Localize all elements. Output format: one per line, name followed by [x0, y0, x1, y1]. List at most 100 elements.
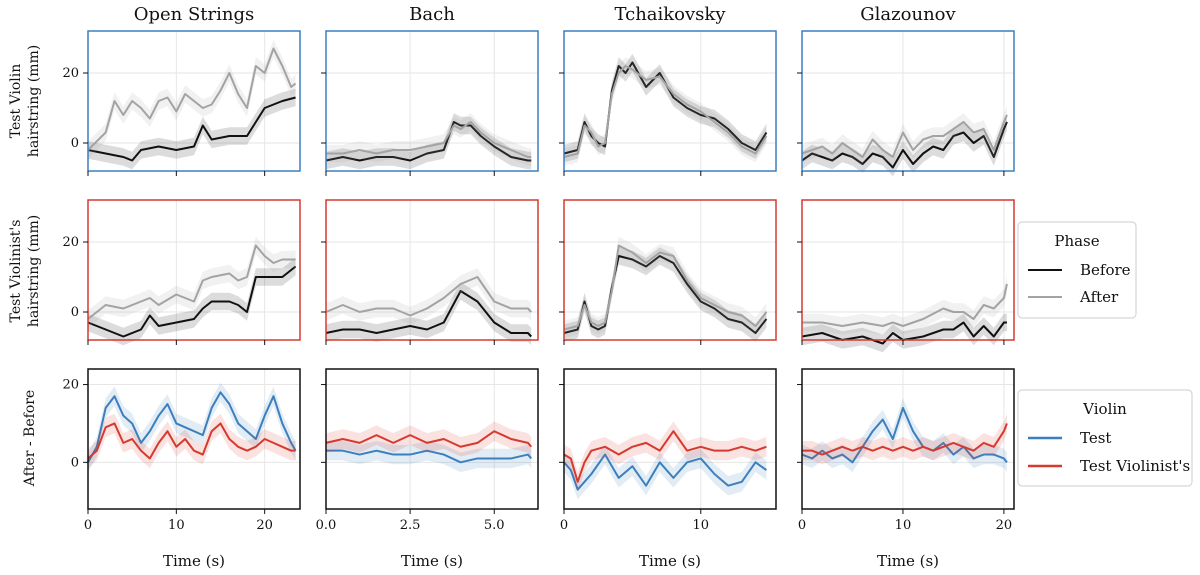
panel-test-violin-tchaikovsky-after-line [563, 65, 768, 158]
panel-test-violinist-s-bach [321, 199, 539, 346]
panel-after-before-glazounov-test-violinist-s-band [802, 413, 1007, 465]
panel-after-before-open-strings-ytick-label: 0 [71, 455, 79, 470]
panel-after-before-bach-xtick-label: 2.5 [400, 518, 421, 533]
panel-after-before-glazounov-xtick-label: 0 [798, 518, 806, 533]
panel-after-before-glazounov-test-violinist-s-line [802, 423, 1008, 456]
column-title-open-strings: Open Strings [134, 4, 255, 25]
panel-test-violin-glazounov-before-line [801, 121, 1008, 169]
panel-test-violin-bach-before-band [326, 113, 532, 170]
panel-after-before-glazounov-xtick-label: 20 [996, 518, 1013, 533]
panel-after-before-bach-test-violinist-s-band [326, 421, 532, 457]
column-title-tchaikovsky: Tchaikovsky [615, 4, 727, 25]
panel-after-before-tchaikovsky-test-band [564, 444, 767, 500]
panel-after-before-open-strings-ytick-label: 20 [62, 378, 79, 393]
panel-test-violinist-s-tchaikovsky [559, 199, 777, 345]
panel-test-violinist-s-open-strings-after-line [87, 244, 296, 320]
panel-after-before-bach-xtick-label: 5.0 [484, 518, 505, 533]
panel-after-before-glazounov-frame [801, 368, 1015, 510]
panel-test-violinist-s-open-strings-after-band [88, 236, 296, 328]
panel-after-before-bach-xtick-label: 0.0 [316, 518, 337, 533]
panel-test-violin-bach [321, 30, 539, 176]
legend-phase: Phase Before After [1017, 221, 1137, 319]
panel-test-violinist-s-bach-frame [325, 199, 539, 341]
panel-test-violin-open-strings-before-line [87, 96, 296, 162]
legend-phase-box [1017, 221, 1137, 319]
legend-before-label: Before [1080, 261, 1131, 279]
panel-test-violin-open-strings-after-line [87, 47, 297, 151]
legend-after-label: After [1079, 288, 1119, 306]
panel-test-violin-glazounov-frame [801, 30, 1015, 172]
panel-test-violin-open-strings-ytick-label: 0 [71, 136, 79, 151]
panel-test-violin-bach-frame [325, 30, 539, 172]
panel-test-violinist-s-open-strings-frame [87, 199, 301, 341]
panel-test-violinist-s-glazounov-before-line [801, 321, 1007, 345]
panel-after-before-open-strings: 0 20 0 10 20 [62, 368, 301, 533]
legend-violin: Violin Test Test Violinist's [1017, 389, 1193, 487]
panel-after-before-tchaikovsky: 0 10 [559, 368, 777, 533]
panel-after-before-bach-frame [325, 368, 539, 510]
legend-violinist-label: Test Violinist's [1080, 457, 1190, 475]
panels: 0 20 0 20 0 20 0 10 20 0.0 2.5 5.0 0 10 0 10 20 [62, 30, 1015, 533]
panel-after-before-bach-test-band [326, 440, 532, 473]
column-title-glazounov: Glazounov [860, 4, 956, 25]
panel-test-violin-glazounov-before-band [802, 113, 1007, 177]
panel-after-before-tchaikovsky-frame [563, 368, 777, 510]
panel-after-before-open-strings-xtick-label: 0 [84, 518, 92, 533]
panel-test-violinist-s-glazounov-frame [801, 199, 1015, 341]
panel-after-before-open-strings-xtick-label: 10 [168, 518, 185, 533]
row-label-after-before-line1: After - Before [22, 390, 38, 487]
row-label-test-violinist: Test Violinist's hairstring (mm) [8, 215, 42, 327]
panel-test-violin-tchaikovsky-frame [563, 30, 777, 172]
panel-after-before-glazounov: 0 10 20 [797, 368, 1015, 533]
legend-violin-box [1017, 389, 1193, 487]
panel-test-violin-tchaikovsky-after-band [564, 57, 767, 166]
panel-test-violinist-s-glazounov-before-band [802, 313, 1007, 353]
panel-test-violinist-s-tchaikovsky-after-line [563, 244, 768, 331]
panel-test-violinist-s-glazounov [797, 199, 1015, 353]
panel-after-before-bach: 0.0 2.5 5.0 [316, 368, 539, 533]
panel-test-violinist-s-glazounov-after-line [802, 283, 1008, 327]
panel-test-violinist-s-bach-after-line [325, 276, 532, 317]
panel-after-before-open-strings-frame [87, 368, 301, 510]
panel-test-violin-open-strings-frame [87, 30, 301, 172]
panel-after-before-bach-test-line [326, 449, 533, 464]
panel-test-violinist-s-bach-before-line [325, 290, 532, 338]
panel-test-violinist-s-open-strings-before-band [88, 257, 296, 346]
legend-phase-title: Phase [1054, 232, 1099, 250]
panel-after-before-open-strings-test-violinist-s-line [87, 422, 296, 460]
row-label-after-before: After - Before [22, 390, 38, 487]
panel-after-before-open-strings-test-line [87, 391, 297, 463]
panel-test-violin-open-strings-ytick-label: 20 [62, 66, 79, 81]
panel-test-violin-glazounov-after-line [801, 114, 1008, 158]
legend-test-label: Test [1080, 429, 1111, 447]
panel-after-before-glazounov-test-line [801, 406, 1008, 464]
row-label-test-violinist-line2: hairstring (mm) [26, 215, 42, 327]
x-axis-title-open-strings: Time (s) [163, 552, 225, 570]
panel-after-before-tchaikovsky-test-violinist-s-line [563, 430, 767, 483]
panel-test-violinist-s-tchaikovsky-frame [563, 199, 777, 341]
x-axis-title-bach: Time (s) [401, 552, 463, 570]
panel-after-before-tchaikovsky-xtick-label: 10 [693, 518, 710, 533]
panel-after-before-glazounov-xtick-label: 10 [895, 518, 912, 533]
panel-test-violin-bach-after-line [326, 121, 532, 158]
row-label-test-violin-line2: hairstring (mm) [26, 45, 42, 157]
panel-test-violinist-s-tchaikovsky-after-band [564, 236, 767, 339]
row-label-test-violin: Test Violin hairstring (mm) [8, 45, 42, 157]
row-label-test-violin-line1: Test Violin [8, 64, 24, 139]
x-axis-title-tchaikovsky: Time (s) [639, 552, 701, 570]
row-label-test-violinist-line1: Test Violinist's [8, 220, 24, 323]
panel-test-violin-open-strings: 0 20 [62, 30, 301, 176]
column-title-bach: Bach [409, 4, 455, 25]
panel-test-violinist-s-open-strings-before-line [87, 265, 297, 338]
panel-test-violinist-s-tchaikovsky-before-line [563, 255, 768, 334]
panel-test-violinist-s-glazounov-after-band [802, 275, 1007, 335]
panel-test-violin-glazounov [797, 30, 1015, 177]
panel-test-violin-tchaikovsky [559, 30, 777, 176]
panel-test-violinist-s-open-strings: 0 20 [62, 199, 301, 346]
panel-test-violinist-s-open-strings-ytick-label: 0 [71, 305, 79, 320]
x-axis-title-glazounov: Time (s) [877, 552, 939, 570]
legend-violin-title: Violin [1082, 400, 1127, 418]
panel-after-before-open-strings-xtick-label: 20 [256, 518, 273, 533]
panel-test-violinist-s-bach-after-band [326, 268, 532, 325]
